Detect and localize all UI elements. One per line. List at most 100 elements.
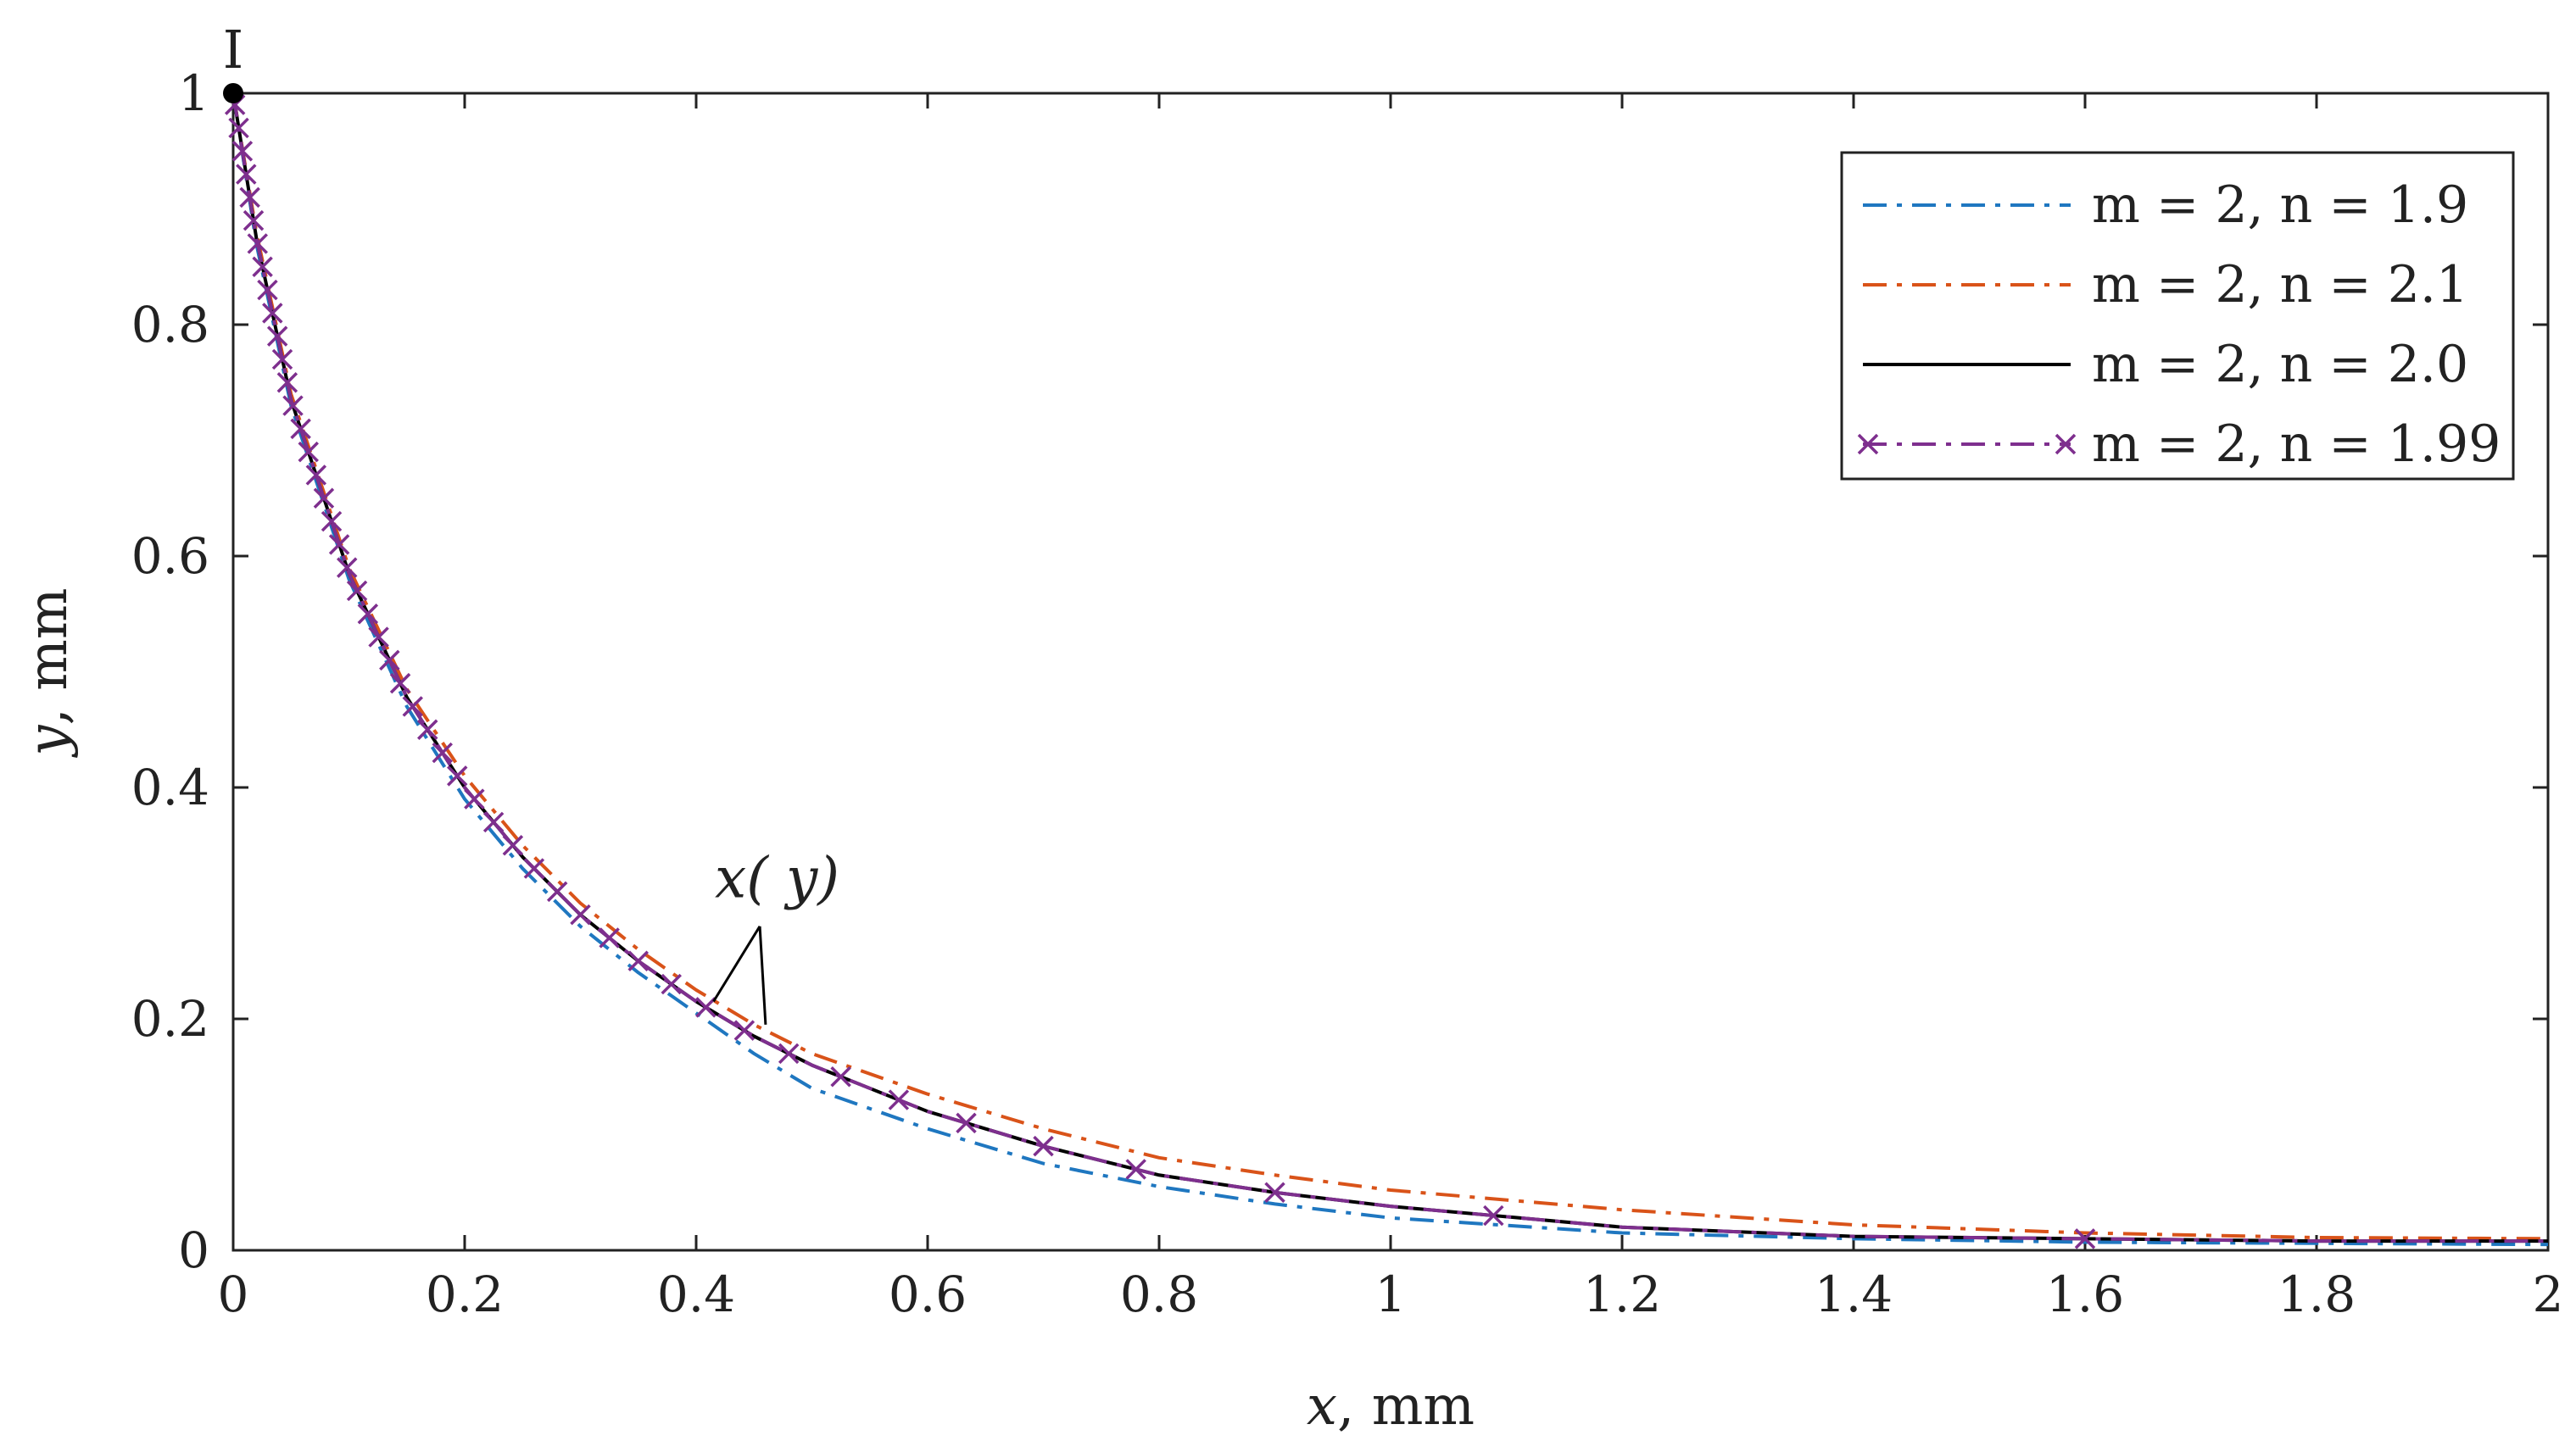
x-axis-unit: , mm — [1337, 1375, 1475, 1438]
marker-stroke — [417, 719, 438, 740]
data-point-marker — [432, 742, 453, 764]
data-point-marker — [298, 441, 319, 463]
marker-stroke — [546, 881, 568, 903]
data-point-marker — [266, 325, 288, 347]
y-tick-label: 0 — [178, 1221, 209, 1279]
annotation-pointer-line — [712, 926, 761, 1003]
data-point-marker — [321, 510, 343, 532]
data-point-marker — [290, 418, 311, 440]
x-tick-label: 1.2 — [1583, 1266, 1661, 1323]
y-axis-unit: , mm — [17, 587, 80, 725]
marker-stroke — [247, 233, 268, 254]
series-line-2 — [231, 92, 2549, 1241]
marker-stroke — [262, 303, 283, 324]
y-tick-label: 0.4 — [131, 759, 209, 816]
marker-stroke — [231, 141, 254, 162]
data-point-marker — [2074, 1228, 2096, 1249]
x-tick-label: 0.8 — [1120, 1266, 1198, 1323]
data-point-marker — [402, 696, 423, 717]
data-point-marker — [417, 719, 438, 740]
marker-stroke — [328, 534, 350, 555]
marker-stroke — [379, 649, 400, 671]
marker-stroke — [482, 811, 505, 833]
marker-stroke — [1125, 1159, 1146, 1180]
marker-stroke — [2074, 1228, 2096, 1249]
marker-stroke — [733, 1020, 756, 1041]
axis-ticks: 0 0.2 0.4 0.6 0.8 1 1.2 1.4 1.6 1.8 2 0 0.2 0.4 0.6 0.8… — [131, 64, 2564, 1323]
y-tick-label: 1 — [178, 64, 209, 122]
marker-stroke — [570, 904, 591, 926]
data-point-marker — [888, 1089, 910, 1110]
marker-stroke — [661, 973, 682, 995]
marker-stroke — [346, 580, 368, 602]
data-point-marker — [733, 1020, 756, 1041]
data-point-marker — [570, 904, 591, 926]
marker-stroke — [257, 279, 278, 301]
data-point-marker — [956, 1112, 977, 1134]
marker-stroke — [357, 604, 379, 625]
marker-stroke — [523, 858, 545, 879]
data-point-marker — [661, 973, 682, 995]
marker-stroke — [389, 672, 411, 694]
marker-stroke — [282, 395, 304, 416]
data-point-marker — [239, 186, 260, 209]
data-point-marker — [357, 604, 379, 625]
data-point-marker — [313, 487, 335, 509]
data-point-marker — [599, 927, 620, 949]
x-tick-label: 1.8 — [2278, 1266, 2356, 1323]
marker-stroke — [368, 626, 389, 648]
y-axis-variable: y — [17, 725, 80, 759]
marker-stroke — [1264, 1182, 1285, 1203]
data-point-marker — [546, 881, 568, 903]
legend-label-2: m = 2, n = 2.1 — [2092, 255, 2468, 314]
x-tick-label: 2 — [2533, 1266, 2564, 1323]
axis-labels: x, mmy, mm — [17, 587, 1475, 1438]
data-point-marker — [282, 395, 304, 416]
marker-stroke — [336, 557, 358, 578]
marker-stroke — [305, 465, 327, 486]
marker-stroke — [252, 256, 273, 277]
data-point-marker — [247, 233, 268, 254]
data-point-marker — [346, 580, 368, 602]
marker-stroke — [1033, 1135, 1054, 1157]
data-point-marker — [257, 279, 278, 301]
marker-stroke — [447, 765, 468, 787]
point-label-I: I — [223, 19, 244, 81]
marker-stroke — [271, 348, 293, 370]
legend-box — [1840, 151, 2515, 481]
data-point-marker — [778, 1043, 800, 1065]
annotation-pointer-line — [758, 926, 767, 1025]
y-tick-label: 0.2 — [131, 990, 209, 1048]
marker-stroke — [1857, 433, 1879, 455]
data-point-marker — [502, 835, 524, 856]
data-point-marker — [627, 950, 649, 971]
legend-label-1: m = 2, n = 1.9 — [2092, 175, 2468, 235]
x-tick-label: 0 — [218, 1266, 249, 1323]
data-point-marker — [243, 209, 265, 231]
data-point-marker — [276, 372, 298, 393]
legend-marker — [2055, 433, 2077, 455]
data-point-marker — [271, 348, 293, 370]
y-tick-label: 0.8 — [131, 296, 209, 353]
data-point-marker — [695, 997, 716, 1018]
marker-stroke — [321, 510, 343, 532]
marker-stroke — [298, 441, 319, 463]
marker-stroke — [236, 164, 257, 185]
legend: m = 2, n = 1.9 m = 2, n = 2.1 m = 2, n = 2… — [1840, 151, 2515, 481]
marker-stroke — [695, 997, 716, 1018]
y-axis-label: y, mm — [17, 587, 80, 758]
y-tick-label: 0.6 — [131, 527, 209, 585]
data-point-marker — [1483, 1205, 1504, 1227]
point-marker-I — [223, 83, 243, 103]
marker-stroke — [464, 788, 485, 810]
x-tick-label: 1 — [1375, 1266, 1407, 1323]
data-point-marker — [236, 164, 257, 185]
x-tick-label: 0.4 — [657, 1266, 735, 1323]
marker-stroke — [239, 186, 260, 209]
marker-stroke — [778, 1043, 800, 1065]
legend-marker — [1857, 433, 1879, 455]
annotation-xy: x( y) — [715, 846, 839, 911]
data-point-marker — [336, 557, 358, 578]
marker-stroke — [627, 950, 649, 971]
